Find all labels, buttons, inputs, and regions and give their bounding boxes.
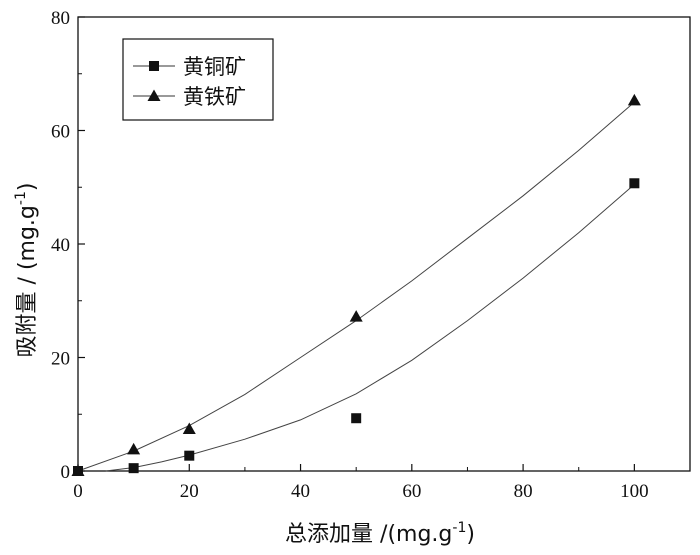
data-point-triangle (127, 442, 141, 455)
x-axis-title: 总添加量 /(mg.g-1) (285, 520, 475, 547)
data-point-triangle (182, 422, 196, 435)
fit-line-series-0 (105, 184, 635, 472)
y-tick-label: 40 (51, 235, 70, 256)
axis-ticks: 0 20 40 60 80 100 0 20 40 60 80 (51, 8, 649, 502)
x-tick-label: 100 (620, 481, 649, 502)
data-point-triangle (71, 464, 85, 476)
y-tick-label: 0 (61, 462, 71, 483)
legend-marker-pyrite (147, 89, 161, 101)
y-axis-title: 吸附量 / (mg.g-1) (13, 183, 40, 358)
data-point-square (629, 178, 640, 189)
legend: 黄铜矿 黄铁矿 (122, 38, 274, 121)
legend-label-pyrite: 黄铁矿 (183, 85, 246, 109)
data-point-square (128, 463, 139, 474)
data-markers (71, 93, 641, 476)
x-tick-label: 80 (514, 481, 533, 502)
legend-marker-chalcopyrite (149, 61, 159, 71)
data-point-square (351, 413, 362, 424)
y-tick-label: 60 (51, 122, 70, 143)
legend-label-chalcopyrite: 黄铜矿 (183, 55, 246, 79)
legend-box (122, 38, 274, 121)
data-point-triangle (349, 310, 363, 322)
data-point-triangle (627, 93, 641, 106)
y-tick-label: 80 (51, 8, 70, 29)
x-tick-label: 40 (291, 481, 310, 502)
x-tick-label: 20 (180, 481, 199, 502)
y-tick-label: 20 (51, 349, 70, 370)
data-point-square (184, 450, 195, 461)
x-tick-label: 60 (402, 481, 421, 502)
x-tick-label: 0 (73, 481, 83, 502)
